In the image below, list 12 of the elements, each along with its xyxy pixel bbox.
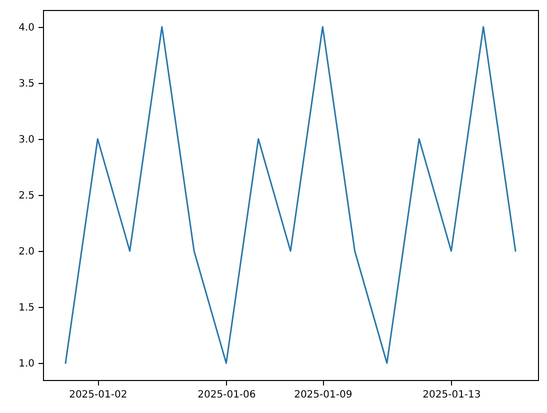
x-tick-label: 2025-01-13: [422, 390, 481, 400]
y-tick-label: 1.5: [18, 302, 34, 314]
y-tick-label: 2.0: [18, 246, 34, 258]
y-tick-label: 2.5: [18, 190, 34, 202]
x-tick-label: 2025-01-09: [294, 390, 352, 400]
y-tick-label: 4.0: [18, 22, 34, 34]
line-series: [64, 26, 516, 364]
y-tick-label: 1.0: [18, 358, 34, 370]
x-tick-label: 2025-01-06: [198, 390, 256, 400]
y-tick-label: 3.5: [18, 78, 34, 90]
y-tick-label: 3.0: [18, 134, 34, 146]
x-tick-label: 2025-01-02: [69, 390, 128, 400]
